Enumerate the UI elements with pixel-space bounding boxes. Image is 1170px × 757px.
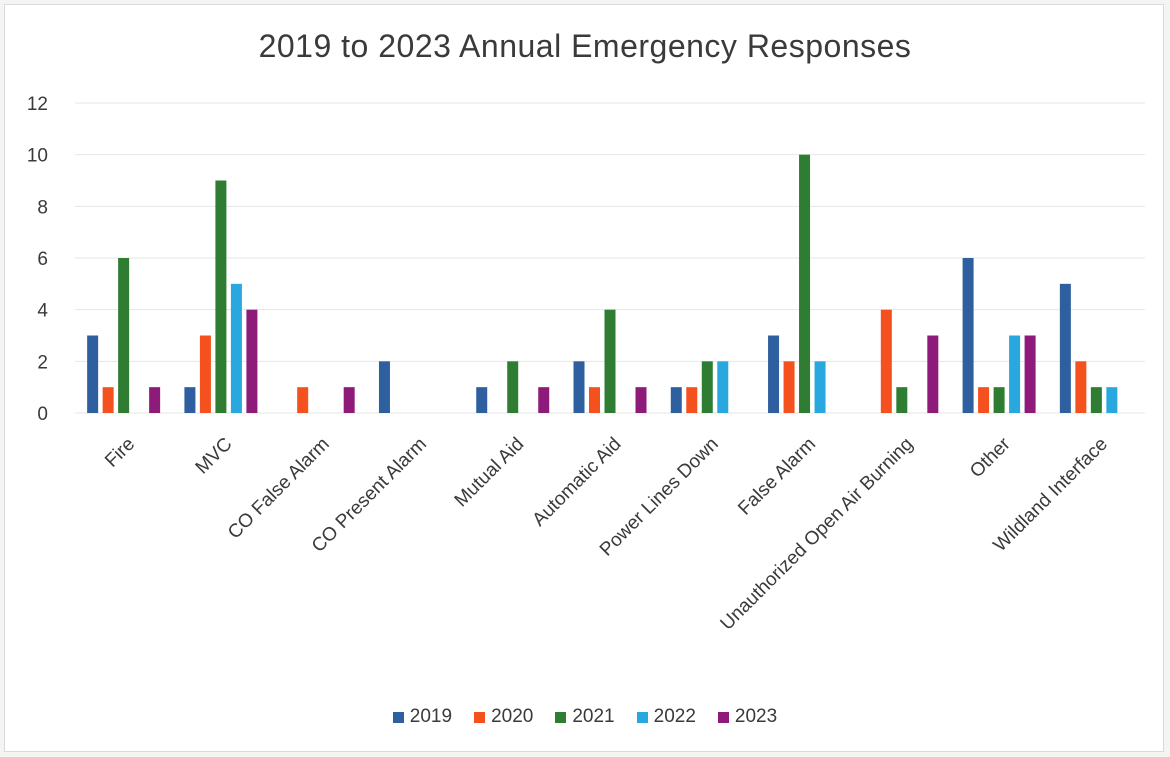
bar — [149, 387, 161, 413]
x-tick-label: False Alarm — [734, 434, 820, 520]
bar — [927, 335, 939, 413]
y-axis-ticks: 0 2 4 6 8 10 12 — [27, 94, 49, 425]
y-tick-label: 4 — [37, 301, 48, 322]
bar — [978, 387, 990, 413]
legend-swatch — [474, 711, 486, 723]
legend-item: 2023 — [717, 706, 778, 728]
x-tick-label: Unauthorized Open Air Burning — [717, 434, 918, 635]
legend-label: 2019 — [409, 706, 453, 727]
legend-label: 2020 — [491, 706, 534, 727]
legend-item: 2021 — [555, 706, 615, 728]
bars — [87, 154, 1118, 413]
bar — [604, 309, 616, 413]
bar — [343, 387, 355, 413]
x-tick-label: MVC — [192, 434, 237, 479]
y-tick-label: 10 — [27, 146, 48, 167]
x-tick-label: Mutual Aid — [451, 434, 529, 512]
bar — [199, 335, 211, 413]
chart-title: 2019 to 2023 Annual Emergency Responses — [258, 28, 912, 64]
bar — [102, 387, 114, 413]
bar — [1075, 361, 1087, 413]
legend-swatch — [392, 711, 404, 723]
bar — [962, 258, 974, 413]
bar — [87, 335, 99, 413]
bar — [1059, 283, 1071, 413]
legend-item: 2020 — [474, 706, 533, 728]
y-tick-label: 6 — [37, 249, 48, 270]
bar — [297, 387, 309, 413]
bar — [378, 361, 390, 413]
bar — [799, 154, 811, 413]
bar — [573, 361, 585, 413]
bar — [589, 387, 600, 413]
legend-item: 2019 — [392, 706, 453, 728]
bar — [880, 309, 892, 413]
bar — [538, 387, 550, 413]
legend-swatch — [555, 711, 567, 723]
bar — [1090, 387, 1102, 413]
legend-swatch — [636, 711, 648, 723]
bar — [717, 361, 729, 413]
bar — [246, 309, 258, 413]
bar — [230, 283, 242, 413]
x-tick-label: Other — [966, 433, 1015, 482]
legend-label: 2021 — [572, 706, 615, 727]
legend-label: 2023 — [734, 706, 778, 727]
bar — [993, 387, 1005, 413]
y-tick-label: 8 — [37, 197, 48, 218]
bar — [768, 335, 780, 413]
bar — [701, 361, 713, 413]
bar — [783, 361, 795, 413]
legend-swatch — [717, 711, 729, 723]
bar — [1009, 335, 1021, 413]
y-tick-label: 2 — [37, 352, 48, 373]
bar — [215, 180, 227, 413]
bar — [1024, 335, 1036, 413]
bar — [507, 361, 519, 413]
legend-item: 2022 — [636, 706, 696, 728]
legend: 2019 2020 2021 2022 2023 — [0, 706, 1170, 728]
x-tick-label: Fire — [101, 434, 139, 472]
y-tick-label: 12 — [27, 94, 48, 115]
bar — [635, 387, 647, 413]
legend-label: 2022 — [653, 706, 696, 727]
bar — [118, 258, 130, 413]
bar — [896, 387, 908, 413]
bar — [814, 361, 826, 413]
bar — [686, 387, 698, 413]
y-tick-label: 0 — [37, 404, 48, 425]
x-tick-label: CO False Alarm — [224, 434, 334, 544]
x-tick-label: Automatic Aid — [529, 434, 626, 531]
bar — [1106, 387, 1118, 413]
bar — [184, 387, 196, 413]
bar — [476, 387, 488, 413]
bar — [670, 387, 682, 413]
